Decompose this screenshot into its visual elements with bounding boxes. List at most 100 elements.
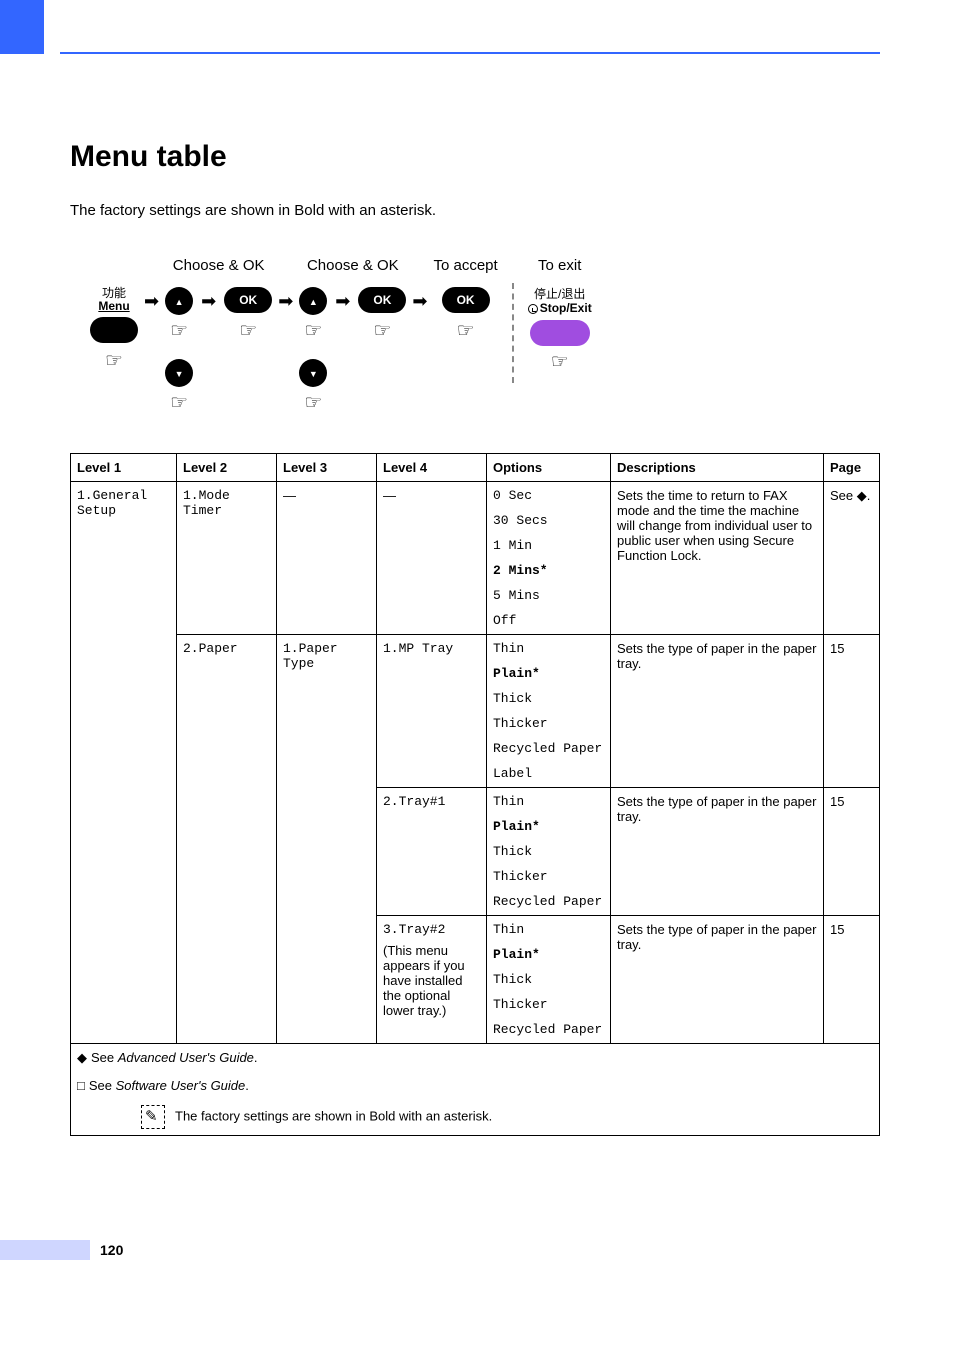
- cell-level3: 1.Paper Type: [277, 635, 377, 1044]
- cell-desc: Sets the type of paper in the paper tray…: [611, 635, 824, 788]
- arrow-icon: ➡: [278, 257, 293, 312]
- arrow-icon: ➡: [335, 291, 350, 312]
- cell-level4: —: [377, 482, 487, 635]
- option-value: Thick: [493, 972, 604, 987]
- flow-choose-2: Choose & OK ☞ ☞ ➡ OK ☞: [299, 257, 406, 413]
- option-value: Thicker: [493, 716, 604, 731]
- arrow-icon: ➡: [412, 257, 427, 312]
- cell-page: See ◆.: [824, 482, 880, 635]
- footnote-adv: See Advanced User's Guide.: [91, 1050, 258, 1065]
- sidebar-accent: [0, 0, 44, 54]
- page-title: Menu table: [70, 140, 880, 174]
- choose-ok-label: Choose & OK: [173, 257, 265, 279]
- table-row: 1.General Setup1.Mode Timer——0 Sec30 Sec…: [71, 482, 880, 635]
- cell-level3: —: [277, 482, 377, 635]
- option-value: 1 Min: [493, 538, 604, 553]
- hand-icon: ☞: [304, 393, 322, 413]
- col-level4: Level 4: [377, 454, 487, 482]
- col-options: Options: [487, 454, 611, 482]
- divider-dashed: [512, 283, 514, 383]
- ok-button: OK: [442, 287, 490, 313]
- col-level1: Level 1: [71, 454, 177, 482]
- option-value: Thin: [493, 641, 604, 656]
- cell-level1: 1.General Setup: [71, 482, 177, 1044]
- down-button: [165, 359, 193, 387]
- cell-options: ThinPlain*ThickThickerRecycled Paper: [487, 788, 611, 916]
- page-number: 120: [100, 1242, 123, 1258]
- ok-button: OK: [224, 287, 272, 313]
- option-value: Thick: [493, 844, 604, 859]
- ok-button: OK: [358, 287, 406, 313]
- button-flow-diagram: 功能 Menu ☞ ➡ Choose & OK ☞ ☞ ➡ OK: [90, 257, 880, 413]
- flow-choose-1: Choose & OK ☞ ☞ ➡ OK ☞: [165, 257, 272, 413]
- option-value: Off: [493, 613, 604, 628]
- note-icon: [141, 1105, 165, 1129]
- stop-exit-label: 停止/退出 Stop/Exit: [528, 287, 592, 316]
- footnote-row: See Advanced User's Guide.: [71, 1044, 880, 1073]
- flow-menu: 功能 Menu ☞: [90, 257, 138, 371]
- option-value: Recycled Paper: [493, 741, 604, 756]
- hand-icon: ☞: [457, 321, 475, 341]
- intro-text: The factory settings are shown in Bold w…: [70, 202, 880, 219]
- footnote-row: See Software User's Guide.: [71, 1072, 880, 1099]
- stopexit-en: Stop/Exit: [528, 301, 592, 315]
- option-value: 2 Mins*: [493, 563, 604, 578]
- cell-page: 15: [824, 916, 880, 1044]
- table-header-row: Level 1 Level 2 Level 3 Level 4 Options …: [71, 454, 880, 482]
- hand-icon: ☞: [239, 321, 257, 341]
- option-value: Plain*: [493, 666, 604, 681]
- cell-level2: 2.Paper: [177, 635, 277, 1044]
- cell-options: Thin Plain* Thick Thicker Recycled Paper: [487, 916, 611, 1044]
- flow-accept: To accept OK ☞: [433, 257, 497, 341]
- stopexit-cn: 停止/退出: [528, 287, 592, 301]
- menu-table: Level 1 Level 2 Level 3 Level 4 Options …: [70, 453, 880, 1136]
- cell-desc: Sets the type of paper in the paper tray…: [611, 916, 824, 1044]
- table-row: 2.Paper1.Paper Type1.MP TrayThinPlain*Th…: [71, 635, 880, 788]
- page-band: [0, 1240, 90, 1260]
- option-value: 30 Secs: [493, 513, 604, 528]
- cell-level4: 1.MP Tray: [377, 635, 487, 788]
- to-exit-label: To exit: [538, 257, 581, 279]
- cell-page: 15: [824, 635, 880, 788]
- option-value: Thicker: [493, 997, 604, 1012]
- down-button: [299, 359, 327, 387]
- hand-icon: ☞: [170, 321, 188, 341]
- up-button: [299, 287, 327, 315]
- hand-icon: ☞: [170, 393, 188, 413]
- choose-ok-label: Choose & OK: [307, 257, 399, 279]
- menu-button-label: 功能 Menu: [98, 287, 129, 313]
- arrow-icon: ➡: [144, 257, 159, 312]
- arrow-icon: ➡: [201, 291, 216, 312]
- cell-level4: 2.Tray#1: [377, 788, 487, 916]
- option-value: Thin: [493, 922, 604, 937]
- col-desc: Descriptions: [611, 454, 824, 482]
- option-value: Thick: [493, 691, 604, 706]
- top-rule: [60, 52, 880, 54]
- hand-icon: ☞: [105, 351, 123, 371]
- menu-label-en: Menu: [98, 300, 129, 313]
- option-value: Thin: [493, 794, 604, 809]
- square-icon: [77, 1078, 89, 1093]
- cell-options: Thin Plain* Thick Thicker Recycled Paper Labe…: [487, 635, 611, 788]
- cell-desc: Sets the type of paper in the paper tray…: [611, 788, 824, 916]
- col-page: Page: [824, 454, 880, 482]
- option-value: 5 Mins: [493, 588, 604, 603]
- option-value: Recycled Paper: [493, 1022, 604, 1037]
- cell-level4: 3.Tray#2(This menu appears if you have i…: [377, 916, 487, 1044]
- level4-note: (This menu appears if you have installed…: [383, 943, 480, 1018]
- option-value: Plain*: [493, 947, 604, 962]
- option-value: Plain*: [493, 819, 604, 834]
- up-button: [165, 287, 193, 315]
- col-level2: Level 2: [177, 454, 277, 482]
- hand-icon: ☞: [373, 321, 391, 341]
- cell-level2: 1.Mode Timer: [177, 482, 277, 635]
- option-value: Label: [493, 766, 604, 781]
- footnote-row: The factory settings are shown in Bold w…: [71, 1099, 880, 1136]
- flow-exit: To exit 停止/退出 Stop/Exit ☞: [528, 257, 592, 372]
- to-accept-label: To accept: [433, 257, 497, 279]
- option-value: 0 Sec: [493, 488, 604, 503]
- cell-options: 0 Sec 30 Secs 1 Min 2 Mins* 5 Mins Off: [487, 482, 611, 635]
- option-value: Recycled Paper: [493, 894, 604, 909]
- col-level3: Level 3: [277, 454, 377, 482]
- footnote-sw: See Software User's Guide.: [89, 1078, 249, 1093]
